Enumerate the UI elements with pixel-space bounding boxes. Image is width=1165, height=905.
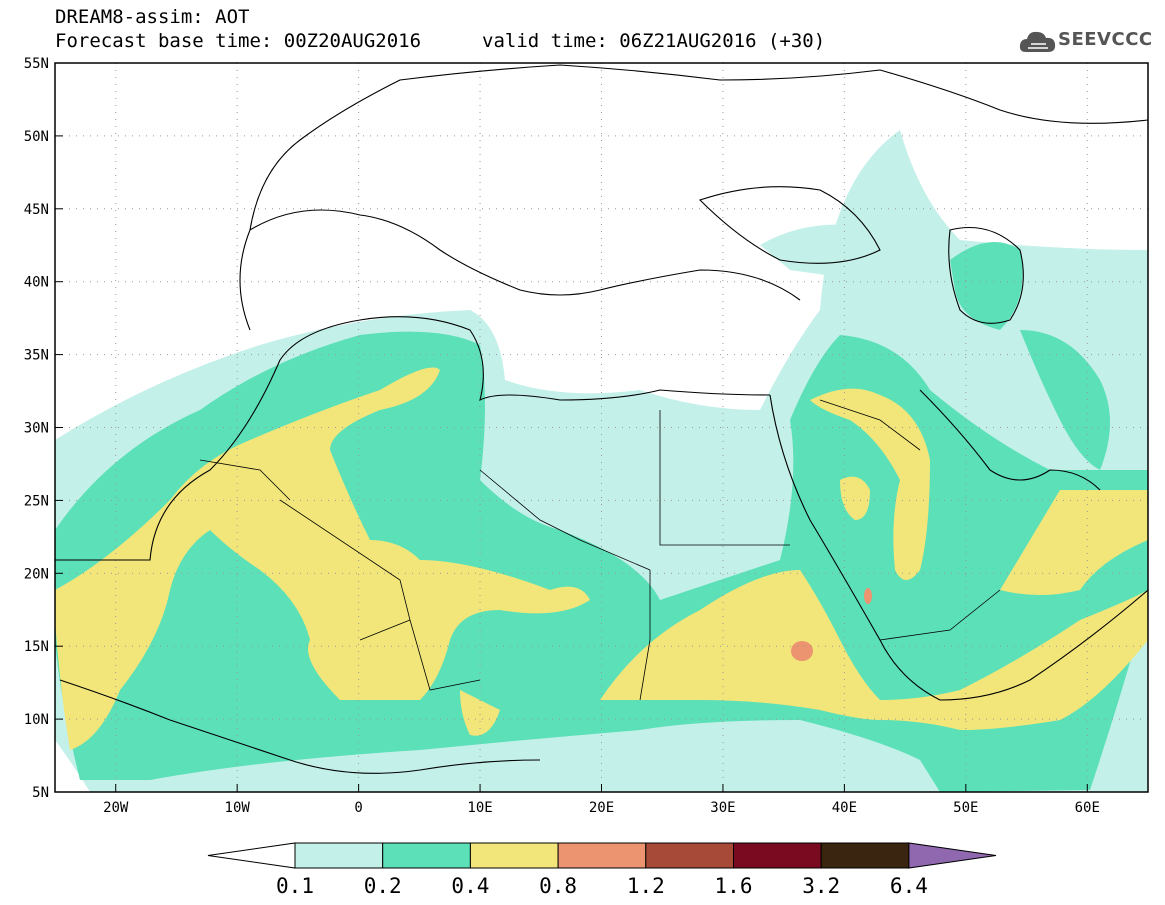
lon-label: 0	[354, 800, 362, 816]
forecast-base-time: Forecast base time: 00Z20AUG2016	[55, 30, 422, 52]
border-libya-niger	[479, 469, 651, 571]
coastline-west-africa	[55, 316, 771, 561]
aot-band-0.4-oman	[1000, 490, 1148, 595]
border-morocco-algeria	[199, 459, 291, 501]
colorbar-segment	[382, 842, 471, 869]
colorbar-label: 0.8	[539, 874, 577, 898]
aot-band-0.1-caspian	[760, 224, 932, 290]
coastline-caspian	[948, 226, 1024, 324]
coastline-mediterranean	[239, 209, 801, 331]
border-saudi-yemen	[879, 589, 1001, 641]
colorbar-segment	[294, 842, 384, 869]
logo-text: SEEVCCC	[1058, 29, 1153, 50]
lat-label: 20N	[24, 566, 49, 582]
latitude-labels: 55N 50N 45N 40N 35N 30N 25N 20N 15N 10N 5N	[24, 56, 49, 801]
border-algeria-mali	[279, 499, 411, 641]
aot-band-0.8-eritrea	[864, 588, 872, 604]
colorbar	[207, 842, 997, 869]
border-mali-niger	[409, 619, 481, 691]
lat-label: 15N	[24, 639, 49, 655]
coastlines	[55, 64, 1148, 774]
lat-label: 25N	[24, 493, 49, 509]
lat-label: 50N	[24, 129, 49, 145]
colorbar-label: 3.2	[802, 874, 840, 898]
lon-label: 50E	[953, 800, 978, 816]
lat-label: 40N	[24, 275, 49, 291]
border-egypt-sudan	[659, 410, 790, 546]
lon-label: 10E	[467, 800, 492, 816]
lon-label: 60E	[1075, 800, 1100, 816]
aot-band-0.4-chad	[460, 690, 500, 736]
lat-label: 5N	[32, 785, 49, 801]
lat-label: 30N	[24, 421, 49, 437]
border-iraq-saudi	[819, 399, 921, 451]
colorbar-label: 0.1	[276, 874, 314, 898]
longitude-labels: 20W 10W 0 10E 20E 30E 40E 50E 60E	[103, 800, 1100, 816]
colorbar-segment	[557, 842, 647, 869]
coastline-guinea	[59, 679, 541, 774]
lon-label: 40E	[832, 800, 857, 816]
map-title: DREAM8-assim: AOT	[55, 6, 250, 28]
colorbar-under-arrow	[207, 842, 296, 869]
graticule	[55, 63, 1148, 792]
colorbar-segment	[645, 842, 734, 869]
coastline-europe-north	[249, 64, 1148, 231]
aot-band-0.4-ethiopia-east	[840, 476, 870, 520]
lon-label: 30E	[710, 800, 735, 816]
colorbar-labels: 0.1 0.2 0.4 0.8 1.2 1.6 3.2 6.4	[276, 874, 928, 898]
aot-band-0.4-arabia	[810, 388, 930, 580]
colorbar-label: 0.2	[364, 874, 402, 898]
colorbar-segment	[733, 842, 822, 869]
coastline-gulf	[919, 389, 1101, 491]
aot-band-0.8	[791, 588, 872, 661]
borders	[199, 399, 1001, 701]
colorbar-label: 6.4	[890, 874, 928, 898]
coastline-black-sea	[698, 186, 881, 264]
colorbar-label: 1.2	[627, 874, 665, 898]
lat-label: 45N	[24, 202, 49, 218]
lat-label: 55N	[24, 56, 49, 72]
aot-band-0.2-caspian	[950, 242, 1023, 330]
aot-band-0.4-sahara-west	[55, 367, 590, 750]
cloud-icon	[1019, 31, 1056, 52]
lat-label: 10N	[24, 712, 49, 728]
colorbar-segment	[469, 842, 559, 869]
lon-label: 20W	[103, 800, 129, 816]
coastline-red-sea	[769, 394, 1148, 701]
colorbar-label: 0.4	[451, 874, 489, 898]
aot-band-0.8-sudan	[791, 641, 813, 661]
aot-band-0.4-sahel	[600, 570, 1148, 730]
lon-label: 20E	[589, 800, 614, 816]
axis-ticks	[55, 62, 1088, 793]
lat-label: 35N	[24, 348, 49, 364]
colorbar-segment	[820, 842, 910, 869]
lon-label: 10W	[225, 800, 251, 816]
aot-band-0.4	[55, 367, 1148, 750]
forecast-valid-time: valid time: 06Z21AUG2016 (+30)	[482, 30, 826, 52]
colorbar-label: 1.6	[715, 874, 753, 898]
border-chad-sudan	[639, 570, 651, 701]
colorbar-over-arrow	[908, 842, 997, 869]
